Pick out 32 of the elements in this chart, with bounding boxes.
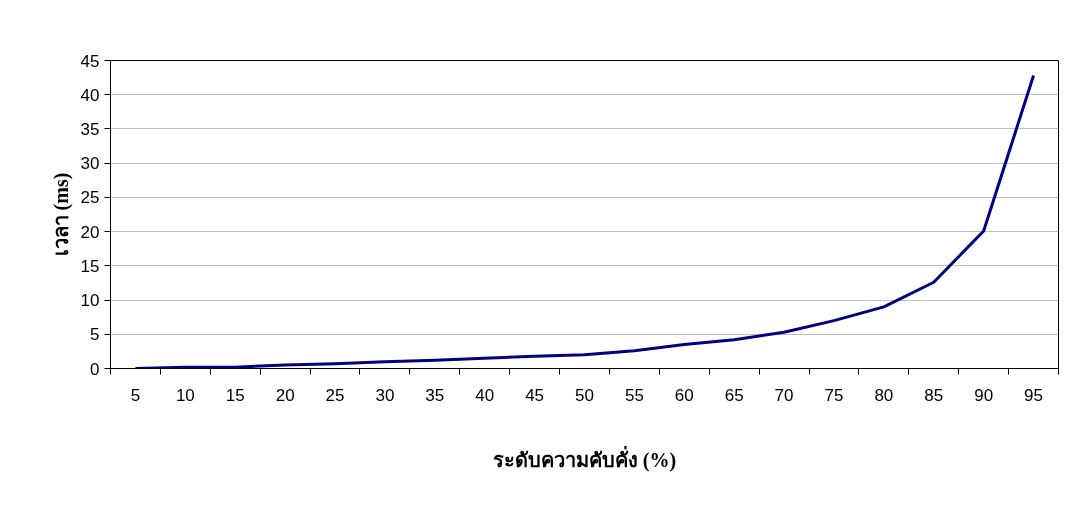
y-tick-label: 35 bbox=[80, 119, 100, 139]
x-tick-label: 25 bbox=[325, 385, 345, 405]
y-tick-label: 40 bbox=[80, 85, 100, 105]
x-tick-label: 75 bbox=[824, 385, 844, 405]
y-tick-label: 5 bbox=[90, 325, 100, 345]
x-tick-label: 50 bbox=[575, 385, 594, 405]
x-tick-label: 30 bbox=[375, 385, 395, 405]
y-tick-label: 10 bbox=[80, 291, 100, 311]
x-tick-label: 70 bbox=[774, 385, 794, 405]
x-tick-label: 45 bbox=[525, 385, 545, 405]
x-tick-label: 5 bbox=[130, 385, 141, 405]
x-tick-label: 65 bbox=[724, 385, 744, 405]
x-tick-label: 85 bbox=[924, 385, 944, 405]
x-tick-label: 55 bbox=[624, 385, 644, 405]
y-axis-title: เวลา (ms) bbox=[49, 172, 73, 257]
y-tick-label: 25 bbox=[80, 188, 100, 208]
y-tick-label: 0 bbox=[90, 359, 100, 379]
x-tick-label: 40 bbox=[475, 385, 495, 405]
x-tick-label: 60 bbox=[674, 385, 694, 405]
x-tick-label: 20 bbox=[275, 385, 295, 405]
line-series bbox=[133, 74, 1036, 369]
x-tick-label: 80 bbox=[874, 385, 894, 405]
x-tick-label: 95 bbox=[1024, 385, 1044, 405]
x-tick-label: 35 bbox=[425, 385, 445, 405]
x-tick-label: 90 bbox=[974, 385, 994, 405]
y-tick-label: 15 bbox=[80, 256, 100, 276]
y-tick-label: 20 bbox=[80, 222, 100, 242]
x-tick-label: 15 bbox=[225, 385, 245, 405]
y-tick-label: 30 bbox=[80, 154, 100, 174]
y-tick-label: 45 bbox=[80, 51, 100, 71]
x-axis-title: ระดับความคับคั่ง (%) bbox=[492, 444, 677, 472]
x-tick-label: 10 bbox=[175, 385, 195, 405]
